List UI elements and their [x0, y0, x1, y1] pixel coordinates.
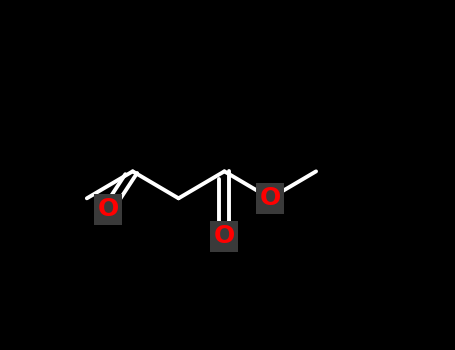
- Text: O: O: [97, 197, 119, 221]
- Text: O: O: [260, 186, 281, 210]
- Text: O: O: [214, 224, 235, 248]
